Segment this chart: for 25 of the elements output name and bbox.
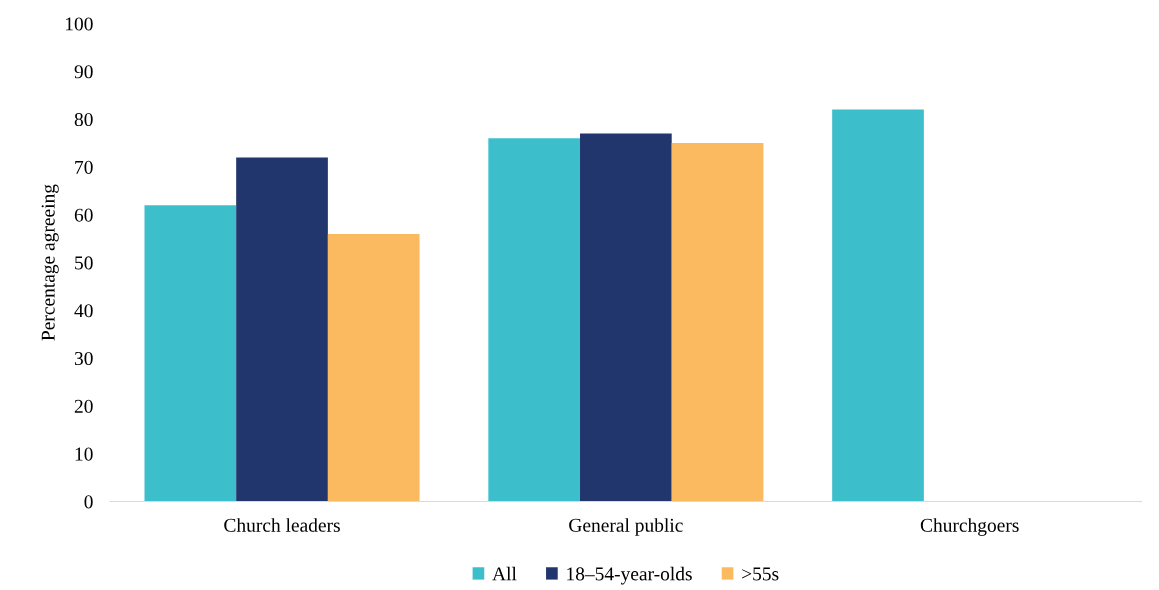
bar bbox=[236, 157, 328, 502]
legend-label: 18–54-year-olds bbox=[567, 566, 692, 585]
bar bbox=[832, 109, 924, 502]
y-tick-label: 40 bbox=[74, 304, 93, 318]
y-tick-label: 30 bbox=[74, 351, 93, 366]
bar bbox=[327, 233, 420, 502]
bar bbox=[671, 143, 764, 502]
y-tick-label: 10 bbox=[75, 447, 93, 461]
y-tick-label: 80 bbox=[74, 113, 93, 127]
x-tick-label: Churchgoers bbox=[920, 518, 1019, 536]
x-tick-label: General public bbox=[569, 518, 683, 536]
bar bbox=[488, 138, 581, 502]
y-tick-label: 60 bbox=[74, 208, 93, 222]
bar bbox=[144, 205, 237, 502]
y-tick-label: 90 bbox=[74, 65, 93, 79]
y-tick-label: 100 bbox=[65, 17, 93, 31]
y-axis-title: Percentage agreeing bbox=[41, 184, 59, 341]
legend-label: All bbox=[492, 566, 517, 581]
y-tick-label: 20 bbox=[74, 399, 93, 413]
x-tick-label: Church leaders bbox=[224, 518, 340, 532]
y-tick-label: 50 bbox=[75, 256, 93, 270]
bar bbox=[580, 133, 672, 502]
y-tick-label: 0 bbox=[84, 495, 93, 509]
y-tick-label: 70 bbox=[75, 160, 93, 174]
legend-label: >55s bbox=[742, 567, 779, 581]
